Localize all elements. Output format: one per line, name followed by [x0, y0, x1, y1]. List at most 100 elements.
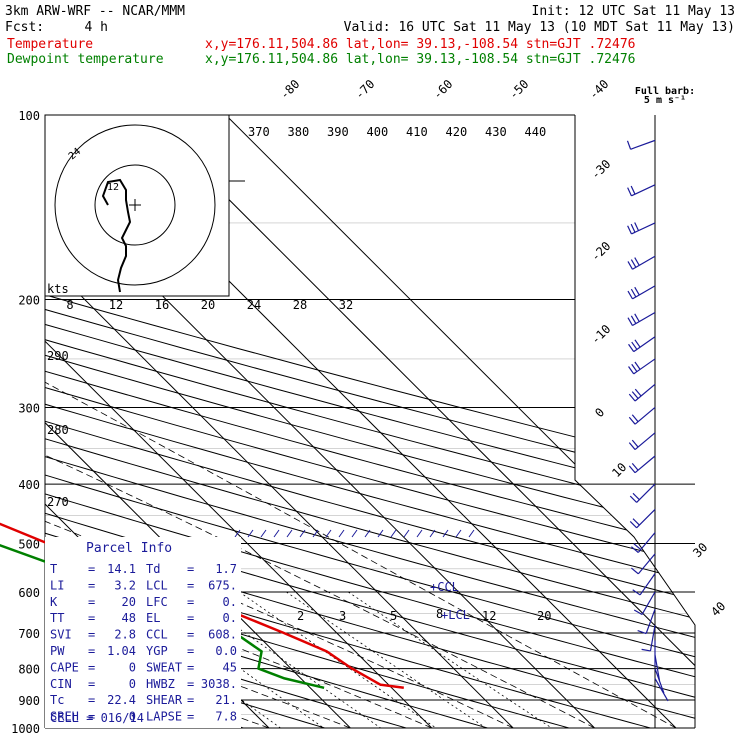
parcel-label: EL [146, 611, 160, 625]
height-label: 270 [47, 495, 69, 509]
temperature-location: x,y=176.11,504.86 lat,lon= 39.13,-108.54… [205, 37, 635, 52]
parcel-value: 48 [122, 611, 136, 625]
wind-barb-flag [634, 339, 641, 348]
height-label: 280 [47, 423, 69, 437]
parcel-equals: = [88, 628, 95, 642]
dry-adiabat [45, 115, 695, 728]
parcel-value: 1.04 [107, 644, 136, 658]
parcel-equals: = [88, 710, 95, 724]
parcel-label: PW [50, 644, 65, 658]
wind-barb-flag [629, 495, 638, 503]
wind-barb-flag [632, 518, 640, 526]
parcel-equals: = [187, 660, 194, 674]
valid-time: Valid: 16 UTC Sat 11 May 13 (10 MDT Sat … [344, 20, 735, 35]
wind-barb-flag [634, 388, 642, 397]
barb-legend-title: Full barb: [635, 86, 695, 97]
dry-adiabat [45, 115, 488, 728]
wind-barb-flag [628, 416, 636, 425]
wind-barb-flag [641, 648, 651, 652]
parcel-equals: = [88, 578, 95, 592]
isotherm-label: -70 [352, 77, 377, 102]
parcel-value: 3038. [201, 677, 237, 691]
hodograph-speed-label: 16 [155, 298, 169, 312]
hodograph-speed-label: 24 [247, 298, 261, 312]
parcel-path-tick [429, 529, 436, 538]
parcel-equals: = [88, 611, 95, 625]
dry-adiabat [45, 115, 407, 728]
parcel-path-tick [234, 529, 241, 538]
mixing-ratio-line [239, 591, 437, 728]
wind-barb-flag [632, 589, 641, 596]
isotherm-label: -60 [430, 77, 455, 102]
dry-adiabat [45, 115, 695, 728]
parcel-label: SREH [50, 710, 79, 724]
parcel-label: SVI [50, 628, 72, 642]
wind-barb-flag [631, 391, 639, 399]
dry-adiabat [45, 115, 695, 728]
mixing-ratio-label: 3 [339, 609, 346, 623]
wind-barb [637, 553, 656, 575]
parcel-label: CAPE [50, 660, 79, 674]
wind-barb [633, 358, 656, 375]
parcel-label: TT [50, 611, 64, 625]
parcel-value: 0. [223, 611, 237, 625]
isotherm-label: -50 [506, 77, 531, 102]
theta-label: 410 [406, 125, 428, 139]
pressure-label: 100 [18, 109, 40, 123]
isotherm-label: -20 [588, 239, 613, 264]
isotherm-label: 40 [708, 599, 728, 619]
wind-barb-flag [630, 288, 637, 298]
parcel-value: 0 [129, 710, 136, 724]
pressure-label: 900 [18, 694, 40, 708]
parcel-label: LAPSE [146, 710, 182, 724]
wind-barb-flag [633, 543, 642, 550]
wind-barb-flag [630, 185, 636, 195]
wind-barb [639, 573, 656, 596]
theta-label: 440 [525, 125, 547, 139]
parcel-value: 2.8 [114, 628, 136, 642]
parcel-value: 14.1 [107, 562, 136, 576]
parcel-equals: = [187, 644, 194, 658]
parcel-value: 22.4 [107, 693, 136, 707]
wind-barb-flag [637, 629, 647, 635]
frame-right [574, 115, 696, 728]
parcel-path-tick [273, 529, 280, 538]
wind-barb-flag [626, 140, 632, 150]
parcel-value: 45 [223, 660, 237, 674]
dewpoint-legend: Dewpoint temperature [7, 52, 164, 67]
parcel-path-tick [468, 529, 475, 538]
wind-barb-flag [634, 286, 640, 296]
parcel-path-tick [403, 529, 410, 538]
pressure-label: 700 [18, 627, 40, 641]
wind-barb [649, 625, 656, 652]
parcel-path-tick [286, 529, 293, 538]
parcel-equals: = [187, 710, 194, 724]
isotherm-label: 0 [592, 405, 607, 420]
parcel-equals: = [187, 628, 194, 642]
theta-label: 430 [485, 125, 507, 139]
dry-adiabat [45, 115, 695, 728]
wind-barb [654, 678, 669, 702]
isotherm [45, 115, 433, 728]
init-time: Init: 12 UTC Sat 11 May 13 [532, 4, 736, 19]
isotherm [225, 115, 695, 728]
parcel-value: 0. [223, 595, 237, 609]
wind-barb-flag [629, 521, 638, 529]
parcel-value: 7.8 [215, 710, 237, 724]
hodograph-speed-label: 12 [109, 298, 123, 312]
wind-barb-flag [632, 492, 640, 501]
sounding-traces [0, 522, 475, 690]
parcel-info-panel: Parcel Info T = 14.1 Td = 1.7 LI = 3.2 LCL = 675. K =… [45, 537, 241, 728]
hodograph-trace [101, 178, 132, 293]
hodograph-speed-label: 28 [293, 298, 307, 312]
mixing-ratio-label: 5 [390, 609, 397, 623]
isotherm [45, 115, 514, 728]
dry-adiabat [45, 115, 695, 728]
parcel-label: K [50, 595, 58, 609]
wind-barb-flag [634, 257, 640, 266]
wind-barb-flag [627, 317, 634, 326]
parcel-equals: = [187, 578, 194, 592]
wind-barb-flag [627, 261, 634, 270]
parcel-value: 3.2 [114, 578, 136, 592]
parcel-value: 608. [208, 628, 237, 642]
